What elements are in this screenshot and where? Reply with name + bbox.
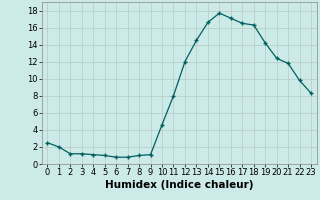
X-axis label: Humidex (Indice chaleur): Humidex (Indice chaleur) (105, 180, 253, 190)
